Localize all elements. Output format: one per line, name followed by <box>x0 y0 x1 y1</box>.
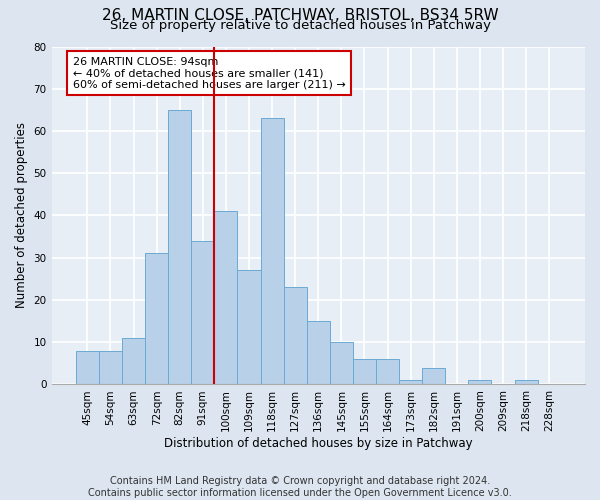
Bar <box>376 359 399 384</box>
Bar <box>99 350 122 384</box>
X-axis label: Distribution of detached houses by size in Patchway: Distribution of detached houses by size … <box>164 437 473 450</box>
Bar <box>238 270 260 384</box>
Bar <box>469 380 491 384</box>
Bar <box>307 321 330 384</box>
Text: Contains HM Land Registry data © Crown copyright and database right 2024.
Contai: Contains HM Land Registry data © Crown c… <box>88 476 512 498</box>
Bar <box>284 288 307 384</box>
Bar <box>122 338 145 384</box>
Text: 26 MARTIN CLOSE: 94sqm
← 40% of detached houses are smaller (141)
60% of semi-de: 26 MARTIN CLOSE: 94sqm ← 40% of detached… <box>73 56 346 90</box>
Bar <box>214 212 238 384</box>
Bar <box>353 359 376 384</box>
Bar <box>76 350 99 384</box>
Bar <box>168 110 191 384</box>
Bar <box>145 254 168 384</box>
Bar <box>399 380 422 384</box>
Bar <box>191 241 214 384</box>
Bar <box>422 368 445 384</box>
Text: 26, MARTIN CLOSE, PATCHWAY, BRISTOL, BS34 5RW: 26, MARTIN CLOSE, PATCHWAY, BRISTOL, BS3… <box>101 8 499 22</box>
Text: Size of property relative to detached houses in Patchway: Size of property relative to detached ho… <box>110 19 491 32</box>
Y-axis label: Number of detached properties: Number of detached properties <box>15 122 28 308</box>
Bar <box>330 342 353 384</box>
Bar <box>260 118 284 384</box>
Bar <box>515 380 538 384</box>
